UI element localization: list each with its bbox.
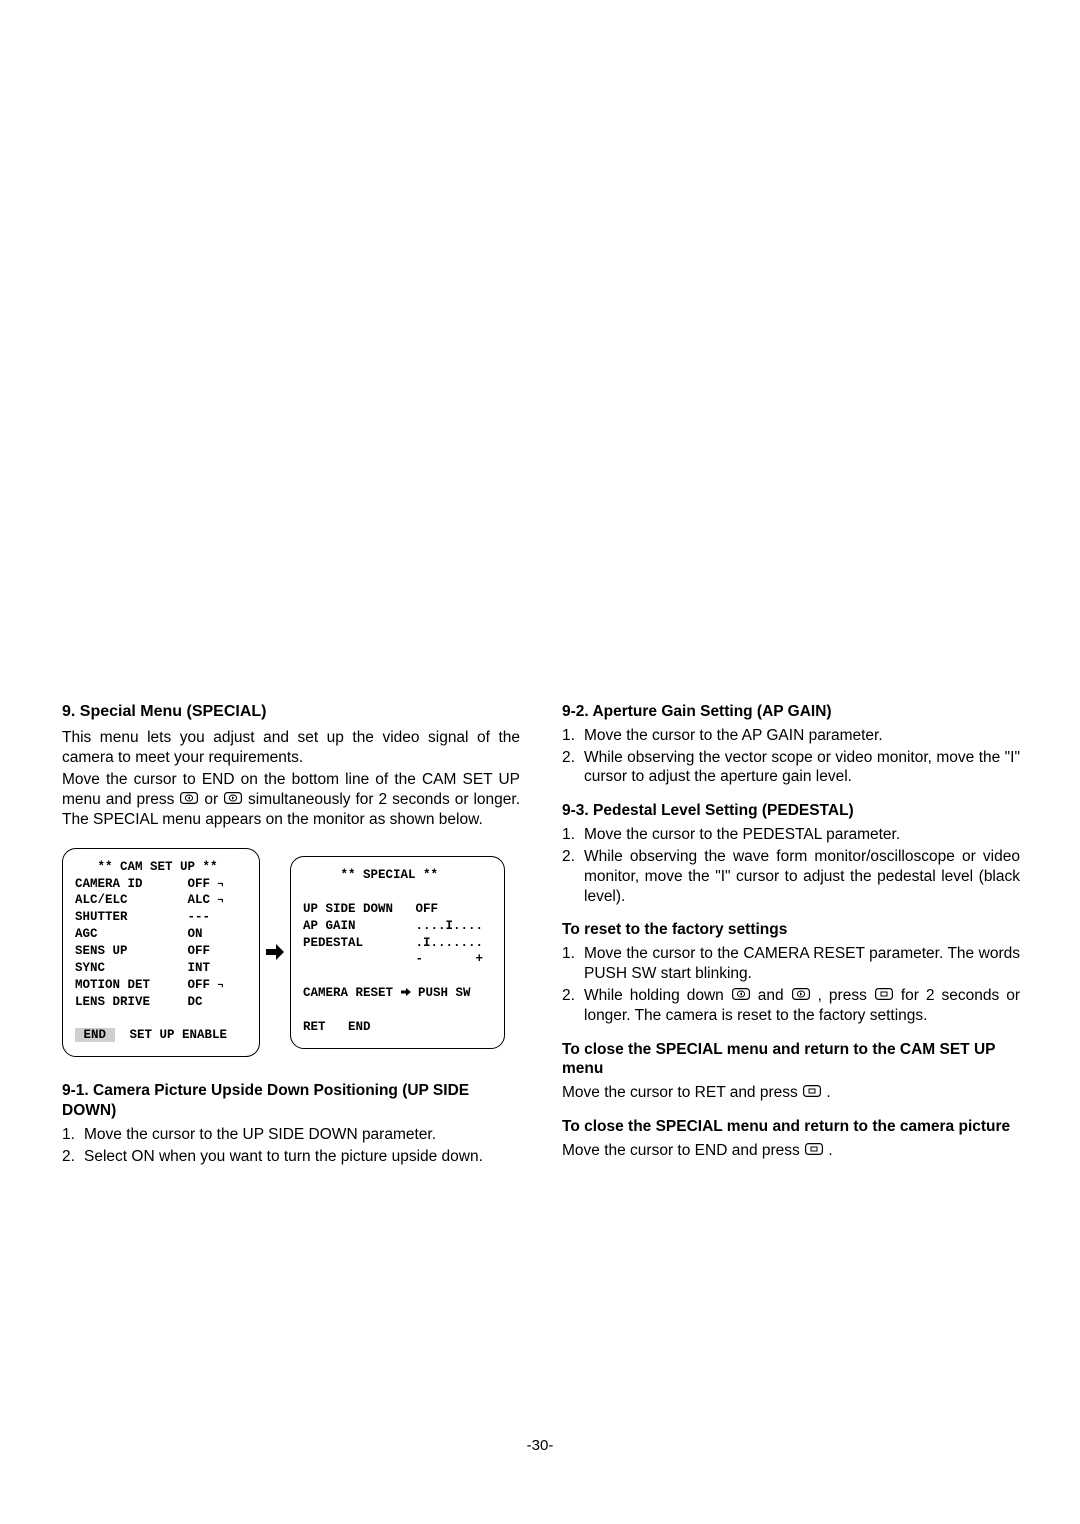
list-item: 2.Select ON when you want to turn the pi… xyxy=(62,1147,520,1167)
right-button-icon xyxy=(792,986,810,1006)
section-9-1-list: 1.Move the cursor to the UP SIDE DOWN pa… xyxy=(62,1125,520,1167)
close1-b: . xyxy=(826,1084,830,1101)
close-special-end-body: Move the cursor to END and press . xyxy=(562,1141,1020,1161)
m1-title: ** CAM SET UP ** xyxy=(75,860,218,874)
m2-l1: UP SIDE DOWN OFF xyxy=(303,902,438,916)
section-9-1-title: 9-1. Camera Picture Upside Down Position… xyxy=(62,1081,520,1121)
set-button-icon xyxy=(875,986,893,1006)
s92-2: While observing the vector scope or vide… xyxy=(584,748,1020,788)
close2-b: . xyxy=(828,1142,832,1159)
section-9-2-list: 1.Move the cursor to the AP GAIN paramet… xyxy=(562,726,1020,787)
item-number: 2. xyxy=(562,847,584,906)
list-item: 2. While holding down and , press for 2 … xyxy=(562,986,1020,1026)
submenu-marker-icon: ¬ xyxy=(218,981,224,992)
intro-2b: or xyxy=(204,791,223,808)
left-column: 9. Special Menu (SPECIAL) This menu lets… xyxy=(62,702,520,1169)
right-column: 9-2. Aperture Gain Setting (AP GAIN) 1.M… xyxy=(562,702,1020,1169)
intro-paragraph-1: This menu lets you adjust and set up the… xyxy=(62,728,520,768)
submenu-marker-icon: ¬ xyxy=(218,896,224,907)
reset-2a: While holding down xyxy=(584,987,731,1004)
item-number: 2. xyxy=(562,986,584,1026)
item-number: 1. xyxy=(62,1125,84,1145)
s91-1: Move the cursor to the UP SIDE DOWN para… xyxy=(84,1125,520,1145)
list-item: 1.Move the cursor to the PEDESTAL parame… xyxy=(562,825,1020,845)
submenu-marker-icon: ¬ xyxy=(218,880,224,891)
m1-l6: SYNC INT xyxy=(75,961,210,975)
section-9-3-list: 1.Move the cursor to the PEDESTAL parame… xyxy=(562,825,1020,906)
m1-l8: LENS DRIVE DC xyxy=(75,995,203,1009)
arrow-between-menus xyxy=(260,941,290,963)
item-number: 2. xyxy=(562,748,584,788)
special-menu-box: ** SPECIAL ** UP SIDE DOWN OFF AP GAIN .… xyxy=(290,856,505,1049)
s92-1: Move the cursor to the AP GAIN parameter… xyxy=(584,726,1020,746)
reset-2c: , press xyxy=(818,987,874,1004)
close-special-end-title: To close the SPECIAL menu and return to … xyxy=(562,1117,1020,1137)
reset-factory-list: 1.Move the cursor to the CAMERA RESET pa… xyxy=(562,944,1020,1025)
item-number: 2. xyxy=(62,1147,84,1167)
intro-paragraph-2: Move the cursor to END on the bottom lin… xyxy=(62,770,520,830)
m1-l5: SENS UP OFF xyxy=(75,944,210,958)
close-special-ret-title: To close the SPECIAL menu and return to … xyxy=(562,1040,1020,1080)
set-button-icon xyxy=(805,1141,823,1161)
set-button-icon xyxy=(803,1083,821,1103)
m1-end: END xyxy=(75,1028,115,1042)
close1-a: Move the cursor to RET and press xyxy=(562,1084,802,1101)
section-9-2-title: 9-2. Aperture Gain Setting (AP GAIN) xyxy=(562,702,1020,722)
close2-a: Move the cursor to END and press xyxy=(562,1142,804,1159)
s93-1: Move the cursor to the PEDESTAL paramete… xyxy=(584,825,1020,845)
page-number: -30- xyxy=(0,1437,1080,1454)
m2-l3: PEDESTAL .I....... xyxy=(303,936,483,950)
list-item: 2.While observing the wave form monitor/… xyxy=(562,847,1020,906)
list-item: 1.Move the cursor to the CAMERA RESET pa… xyxy=(562,944,1020,984)
reset-2: While holding down and , press for 2 sec… xyxy=(584,986,1020,1026)
reset-1: Move the cursor to the CAMERA RESET para… xyxy=(584,944,1020,984)
m1-l3: SHUTTER --- xyxy=(75,910,210,924)
m2-l2: AP GAIN ....I.... xyxy=(303,919,483,933)
reset-2b: and xyxy=(758,987,791,1004)
list-item: 2.While observing the vector scope or vi… xyxy=(562,748,1020,788)
s91-2: Select ON when you want to turn the pict… xyxy=(84,1147,520,1167)
item-number: 1. xyxy=(562,726,584,746)
list-item: 1.Move the cursor to the AP GAIN paramet… xyxy=(562,726,1020,746)
m1-l2: ALC/ELC ALC xyxy=(75,893,218,907)
right-arrow-icon xyxy=(264,941,286,963)
m2-title: ** SPECIAL ** xyxy=(303,868,438,882)
m2-l4: - + xyxy=(303,952,483,966)
menu-screens-row: ** CAM SET UP ** CAMERA ID OFF ¬ ALC/ELC… xyxy=(62,848,520,1058)
left-button-icon xyxy=(180,790,198,810)
item-number: 1. xyxy=(562,825,584,845)
m1-end-after: SET UP ENABLE xyxy=(115,1028,228,1042)
m2-reset-a: CAMERA RESET xyxy=(303,986,401,1000)
right-button-icon xyxy=(224,790,242,810)
m2-ret: RET END xyxy=(303,1020,371,1034)
cam-setup-menu-box: ** CAM SET UP ** CAMERA ID OFF ¬ ALC/ELC… xyxy=(62,848,260,1058)
reset-factory-title: To reset to the factory settings xyxy=(562,920,1020,940)
section-9-title: 9. Special Menu (SPECIAL) xyxy=(62,702,520,722)
m1-l4: AGC ON xyxy=(75,927,203,941)
left-button-icon xyxy=(732,986,750,1006)
m2-reset-b: PUSH SW xyxy=(411,986,471,1000)
item-number: 1. xyxy=(562,944,584,984)
m1-l1: CAMERA ID OFF xyxy=(75,877,218,891)
page-content: 9. Special Menu (SPECIAL) This menu lets… xyxy=(62,702,1022,1169)
m1-l7: MOTION DET OFF xyxy=(75,978,218,992)
section-9-3-title: 9-3. Pedestal Level Setting (PEDESTAL) xyxy=(562,801,1020,821)
s93-2: While observing the wave form monitor/os… xyxy=(584,847,1020,906)
list-item: 1.Move the cursor to the UP SIDE DOWN pa… xyxy=(62,1125,520,1145)
close-special-ret-body: Move the cursor to RET and press . xyxy=(562,1083,1020,1103)
